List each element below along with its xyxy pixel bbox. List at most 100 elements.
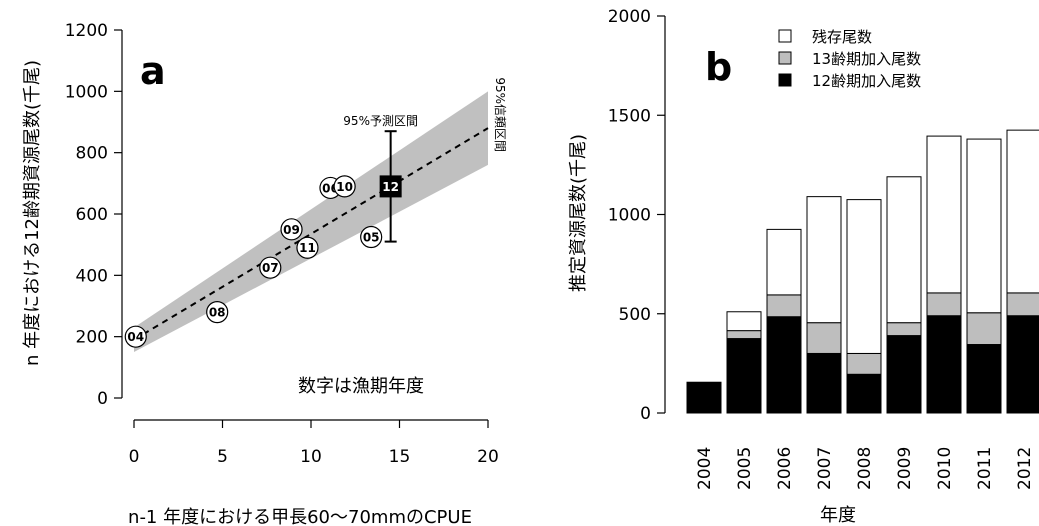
bar-segment	[766, 294, 802, 318]
data-point: 05	[360, 225, 383, 249]
bar-stack	[1006, 129, 1039, 414]
bar-segment	[766, 228, 802, 296]
x-tick-label: 5	[217, 447, 228, 467]
panel-a-label: a	[140, 49, 166, 93]
legend-label: 13齢期加入尾数	[812, 50, 921, 68]
x-tick-label: 2007	[815, 447, 835, 490]
y-tick-label: 0	[640, 404, 651, 424]
bar-segment	[766, 316, 802, 414]
legend-swatch	[778, 73, 792, 87]
point-marker	[206, 301, 229, 324]
point-label: 04	[127, 330, 144, 344]
bar-segment	[1006, 129, 1039, 294]
bar-stack	[966, 138, 1002, 414]
bar-segment	[846, 199, 882, 354]
bar-segment	[926, 315, 962, 414]
panel-b: 2004 2005 2006 2007 2008 2009 2010 2011 2012 0 50…	[568, 7, 1039, 526]
data-point: 07	[259, 256, 282, 279]
y-axis-label-a: n 年度における12齢期資源尾数(千尾)	[22, 60, 43, 366]
y-tick-label: 200	[76, 328, 108, 348]
point-label: 07	[262, 261, 279, 275]
bar-segment	[926, 135, 962, 294]
legend-swatch	[778, 51, 792, 65]
x-tick-label: 2009	[895, 447, 915, 490]
y-tick-label: 500	[619, 305, 651, 325]
bar-segment	[726, 338, 762, 414]
x-axis-label-a: n-1 年度における甲長60～70mmのCPUE	[128, 507, 472, 526]
note-label: 数字は漁期年度	[298, 376, 424, 397]
y-tick-label: 1000	[65, 82, 108, 102]
legend-label: 残存尾数	[812, 28, 872, 46]
point-marker	[333, 175, 356, 198]
y-tick-label: 600	[76, 205, 108, 225]
point-label: 09	[283, 223, 300, 237]
bar-segment	[806, 352, 842, 414]
bar-segment	[806, 322, 842, 354]
bar-segment	[846, 373, 882, 414]
stacked-bars: 2004 2005 2006 2007 2008 2009 2010 2011 2012	[686, 129, 1039, 490]
point-marker	[124, 325, 147, 348]
regression-line	[133, 127, 489, 341]
bar-segment	[886, 176, 922, 324]
x-tick-label: 2011	[975, 447, 995, 490]
y-tick-label: 1500	[608, 106, 651, 126]
bar-segment	[966, 312, 1002, 346]
x-tick-label: 0	[129, 447, 140, 467]
x-axis-label-b: 年度	[820, 505, 856, 526]
bar-segment	[966, 344, 1002, 414]
panel-b-label: b	[705, 45, 732, 89]
legend-item: 残存尾数	[778, 28, 872, 46]
bar-segment	[1006, 292, 1039, 317]
bar-stack	[806, 196, 842, 414]
point-label: 11	[299, 241, 316, 255]
x-tick-label: 2010	[935, 447, 955, 490]
y-tick-label: 1000	[608, 206, 651, 226]
bar-segment	[726, 311, 762, 332]
bar-segment	[886, 335, 922, 414]
y-tick-label: 2000	[608, 7, 651, 27]
point-label: 05	[363, 231, 380, 245]
bar-segment	[926, 292, 962, 317]
x-tick-label: 2004	[695, 447, 715, 490]
bar-segment	[1006, 315, 1039, 414]
y-tick-label: 800	[76, 144, 108, 164]
x-tick-label: 2005	[735, 447, 755, 490]
predicted-point: 12	[379, 175, 402, 198]
bar-segment	[966, 138, 1002, 314]
bar-segment	[686, 383, 722, 414]
x-tick-label: 2006	[775, 447, 795, 490]
bar-segment	[726, 330, 762, 340]
y-tick-label: 1200	[65, 21, 108, 41]
confidence-band	[134, 91, 488, 352]
bar-stack	[886, 176, 922, 414]
bar-segment	[806, 196, 842, 324]
point-label: 10	[336, 180, 353, 194]
data-point: 11	[296, 236, 319, 259]
panel-b-axes: 0 500 1000 1500 2000	[608, 7, 666, 424]
bar-segment	[686, 381, 722, 384]
x-tick-label: 20	[477, 447, 499, 467]
data-point: 10	[333, 175, 356, 198]
legend-label: 12齢期加入尾数	[812, 72, 921, 90]
y-axis-label-b: 推定資源尾数(千尾)	[568, 134, 589, 292]
point-marker	[280, 218, 303, 241]
bar-stack	[926, 135, 962, 414]
legend-item: 13齢期加入尾数	[778, 50, 921, 68]
predicted-label: 12	[382, 180, 399, 194]
bar-stack	[686, 381, 722, 414]
prediction-interval-label: 95%予測区間	[343, 114, 418, 128]
predicted-marker	[379, 175, 402, 198]
point-label: 08	[209, 306, 226, 320]
bar-stack	[766, 228, 802, 414]
bar-stack	[846, 199, 882, 414]
y-tick-label: 400	[76, 266, 108, 286]
bar-segment	[846, 352, 882, 375]
legend: 残存尾数 13齢期加入尾数 12齢期加入尾数	[778, 28, 921, 90]
point-marker	[259, 256, 282, 279]
bar-stack	[726, 311, 762, 414]
data-point: 08	[206, 301, 229, 324]
x-tick-label: 2012	[1015, 447, 1035, 490]
